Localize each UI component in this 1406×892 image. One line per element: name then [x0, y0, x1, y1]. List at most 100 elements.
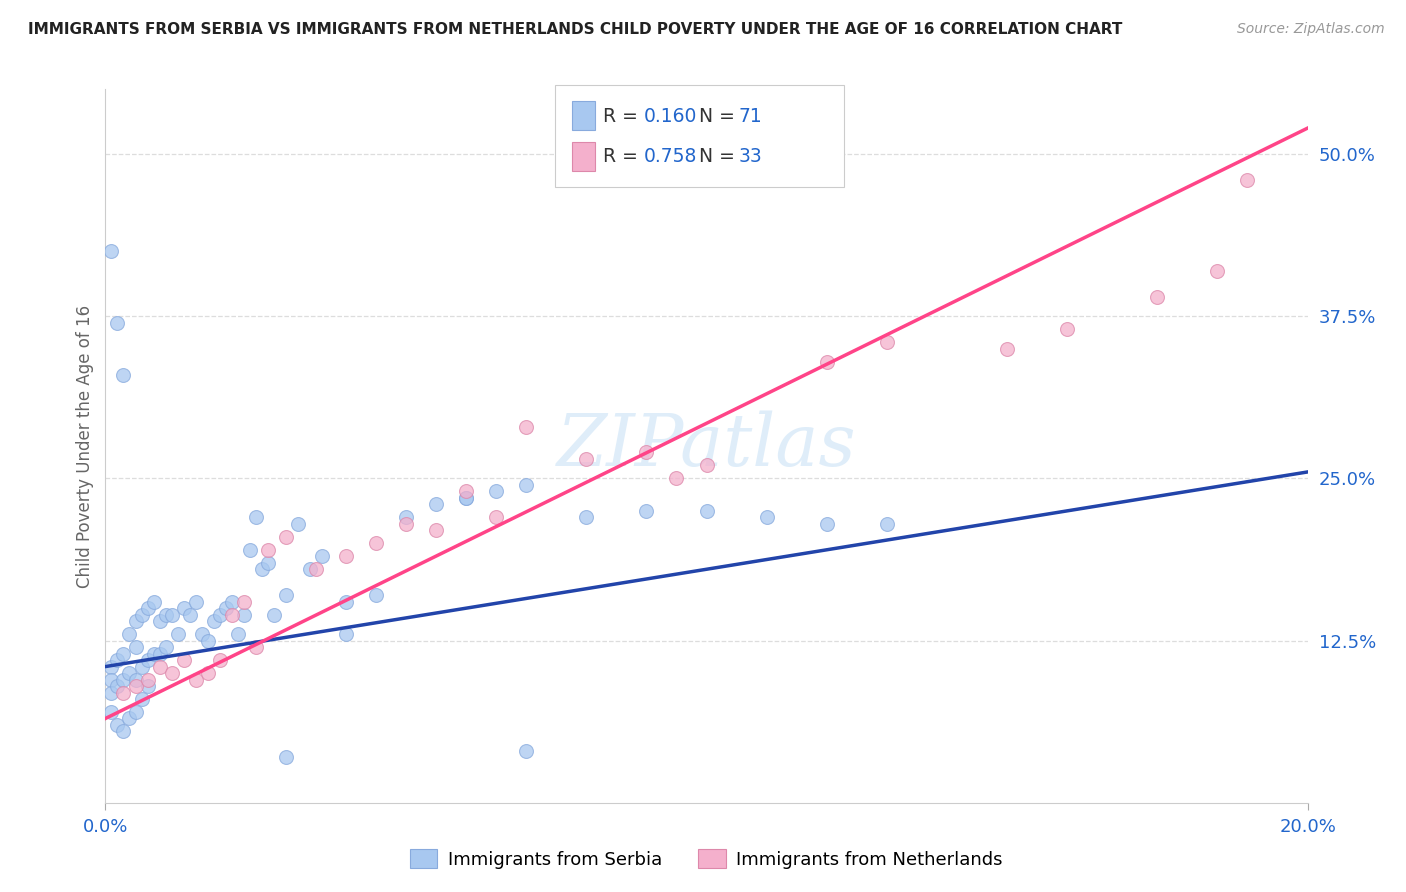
Point: [131, 607, 153, 622]
Text: 33: 33: [738, 147, 762, 166]
Point: [995, 342, 1018, 356]
Point: [112, 685, 135, 699]
Point: [226, 627, 249, 641]
Point: [274, 750, 297, 764]
Point: [142, 647, 165, 661]
Point: [107, 679, 129, 693]
Point: [696, 458, 718, 473]
Point: [100, 244, 122, 259]
Point: [107, 718, 129, 732]
Point: [335, 595, 357, 609]
Text: 0.160: 0.160: [644, 106, 697, 126]
Point: [124, 614, 146, 628]
Point: [173, 601, 195, 615]
Point: [197, 666, 219, 681]
Point: [575, 452, 598, 467]
Point: [208, 607, 231, 622]
Point: [665, 471, 688, 485]
Point: [232, 595, 254, 609]
Point: [239, 542, 262, 557]
Point: [100, 673, 122, 687]
Point: [815, 354, 838, 368]
Point: [395, 510, 418, 524]
Point: [232, 607, 254, 622]
Point: [112, 368, 135, 382]
Point: [202, 614, 225, 628]
Point: [155, 607, 177, 622]
Point: [131, 692, 153, 706]
Point: [636, 445, 658, 459]
Point: [112, 647, 135, 661]
Point: [364, 588, 387, 602]
Point: [256, 542, 278, 557]
Point: [245, 510, 267, 524]
Point: [142, 595, 165, 609]
Point: [305, 562, 328, 576]
Point: [148, 659, 170, 673]
Point: [425, 497, 447, 511]
Point: [755, 510, 778, 524]
Point: [184, 673, 207, 687]
Text: R =: R =: [603, 147, 644, 166]
Point: [214, 601, 236, 615]
Point: [118, 666, 141, 681]
Legend: Immigrants from Serbia, Immigrants from Netherlands: Immigrants from Serbia, Immigrants from …: [404, 842, 1010, 876]
Text: Source: ZipAtlas.com: Source: ZipAtlas.com: [1237, 22, 1385, 37]
Point: [311, 549, 333, 564]
Point: [815, 516, 838, 531]
Point: [250, 562, 273, 576]
Point: [136, 679, 159, 693]
Point: [136, 653, 159, 667]
Point: [118, 711, 141, 725]
Point: [515, 419, 537, 434]
Point: [298, 562, 321, 576]
Point: [173, 653, 195, 667]
Point: [118, 627, 141, 641]
Text: N =: N =: [700, 106, 741, 126]
Point: [100, 659, 122, 673]
Point: [454, 484, 477, 499]
Point: [197, 633, 219, 648]
Point: [274, 588, 297, 602]
Point: [1236, 173, 1258, 187]
Text: IMMIGRANTS FROM SERBIA VS IMMIGRANTS FROM NETHERLANDS CHILD POVERTY UNDER THE AG: IMMIGRANTS FROM SERBIA VS IMMIGRANTS FRO…: [28, 22, 1122, 37]
Y-axis label: Child Poverty Under the Age of 16: Child Poverty Under the Age of 16: [76, 304, 94, 588]
Point: [136, 673, 159, 687]
Point: [124, 679, 146, 693]
Point: [263, 607, 285, 622]
Point: [1206, 264, 1229, 278]
Point: [256, 556, 278, 570]
Point: [876, 335, 898, 350]
Point: [155, 640, 177, 654]
Point: [274, 530, 297, 544]
Point: [335, 549, 357, 564]
Point: [454, 491, 477, 505]
Point: [636, 504, 658, 518]
Point: [112, 673, 135, 687]
Point: [131, 659, 153, 673]
Point: [160, 607, 183, 622]
Point: [208, 653, 231, 667]
Text: 0.758: 0.758: [644, 147, 697, 166]
Point: [179, 607, 201, 622]
Point: [124, 640, 146, 654]
Bar: [572, 142, 596, 170]
Point: [395, 516, 418, 531]
Point: [287, 516, 309, 531]
Point: [124, 705, 146, 719]
Point: [148, 647, 170, 661]
Point: [221, 595, 243, 609]
Point: [148, 614, 170, 628]
Point: [245, 640, 267, 654]
Point: [100, 705, 122, 719]
Point: [107, 316, 129, 330]
Point: [1056, 322, 1078, 336]
Point: [184, 595, 207, 609]
Point: [190, 627, 212, 641]
Point: [425, 524, 447, 538]
Point: [515, 744, 537, 758]
Point: [335, 627, 357, 641]
Point: [100, 685, 122, 699]
Point: [454, 491, 477, 505]
Text: N =: N =: [700, 147, 741, 166]
